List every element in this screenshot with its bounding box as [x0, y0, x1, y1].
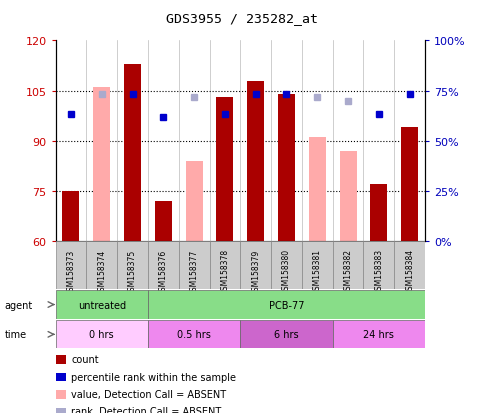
Text: GSM158375: GSM158375 — [128, 249, 137, 295]
Bar — [333, 242, 364, 289]
Text: 24 hrs: 24 hrs — [363, 330, 394, 339]
Bar — [401, 128, 418, 242]
Text: GSM158383: GSM158383 — [374, 249, 384, 295]
Bar — [271, 242, 302, 289]
Bar — [216, 98, 233, 242]
Bar — [124, 65, 141, 242]
Bar — [309, 138, 326, 242]
Text: GSM158378: GSM158378 — [220, 249, 229, 295]
Text: GSM158376: GSM158376 — [159, 249, 168, 295]
Bar — [117, 242, 148, 289]
Bar — [364, 242, 394, 289]
Bar — [241, 320, 333, 349]
Bar — [56, 242, 86, 289]
Text: untreated: untreated — [78, 300, 126, 310]
Text: GSM158384: GSM158384 — [405, 249, 414, 295]
Bar — [394, 242, 425, 289]
Bar — [210, 242, 240, 289]
Text: GSM158377: GSM158377 — [190, 249, 199, 295]
Text: GSM158382: GSM158382 — [343, 249, 353, 294]
Bar — [93, 88, 110, 242]
Text: GSM158379: GSM158379 — [251, 249, 260, 295]
Bar — [247, 81, 264, 242]
Bar — [56, 291, 148, 319]
Text: count: count — [71, 354, 99, 364]
Text: time: time — [5, 330, 27, 339]
Text: rank, Detection Call = ABSENT: rank, Detection Call = ABSENT — [71, 406, 222, 413]
Text: GSM158373: GSM158373 — [67, 249, 75, 295]
Text: agent: agent — [5, 300, 33, 310]
Bar — [148, 291, 425, 319]
Text: PCB-77: PCB-77 — [269, 300, 304, 310]
Bar — [370, 185, 387, 242]
Bar — [340, 152, 356, 242]
Bar — [56, 320, 148, 349]
Text: 0 hrs: 0 hrs — [89, 330, 114, 339]
Text: value, Detection Call = ABSENT: value, Detection Call = ABSENT — [71, 389, 227, 399]
Text: GDS3955 / 235282_at: GDS3955 / 235282_at — [166, 12, 317, 25]
Bar — [148, 242, 179, 289]
Bar — [155, 202, 172, 242]
Bar — [278, 95, 295, 242]
Bar — [62, 192, 79, 242]
Bar — [185, 161, 202, 242]
Bar — [86, 242, 117, 289]
Bar — [179, 242, 210, 289]
Text: GSM158374: GSM158374 — [97, 249, 106, 295]
Bar — [302, 242, 333, 289]
Text: 0.5 hrs: 0.5 hrs — [177, 330, 211, 339]
Bar — [240, 242, 271, 289]
Text: GSM158380: GSM158380 — [282, 249, 291, 295]
Text: GSM158381: GSM158381 — [313, 249, 322, 294]
Bar — [148, 320, 241, 349]
Text: 6 hrs: 6 hrs — [274, 330, 299, 339]
Bar — [333, 320, 425, 349]
Text: percentile rank within the sample: percentile rank within the sample — [71, 372, 237, 382]
